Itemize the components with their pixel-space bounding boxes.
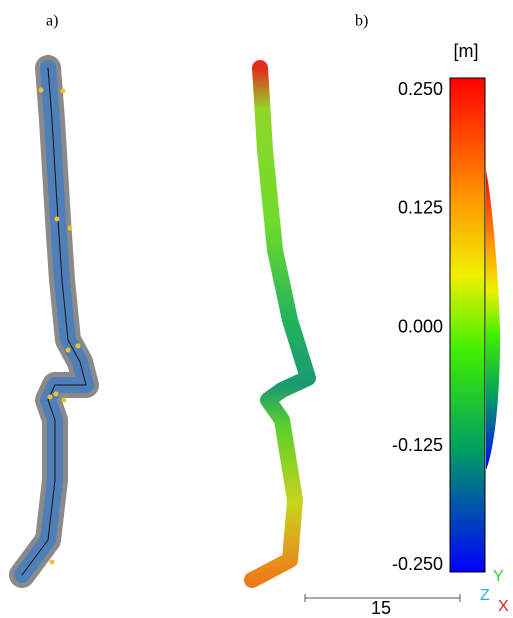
histogram [486,170,500,470]
colorbar [450,78,485,572]
panel-label: b) [355,13,368,30]
point-cloud [252,68,308,580]
figure: a) b) [m] 0.250 0.125 0.000 -0.125 -0.250 15… [0,0,513,618]
axis-label: Z [480,587,490,604]
colorbar-tick-label: 0.125 [398,198,443,218]
scale-bar-label: 15 [371,598,391,618]
colorbar-tick-label: 0.250 [398,79,443,99]
colorbar-unit: [m] [454,41,479,61]
axis-label: X [498,598,509,615]
colorbar-tick-label: -0.125 [392,435,443,455]
axis-label: Y [493,568,504,585]
trail-a [22,68,86,575]
colorbar-tick-label: 0.000 [398,316,443,336]
colorbar-tick-label: -0.250 [392,554,443,574]
panel-label: a) [46,13,58,30]
